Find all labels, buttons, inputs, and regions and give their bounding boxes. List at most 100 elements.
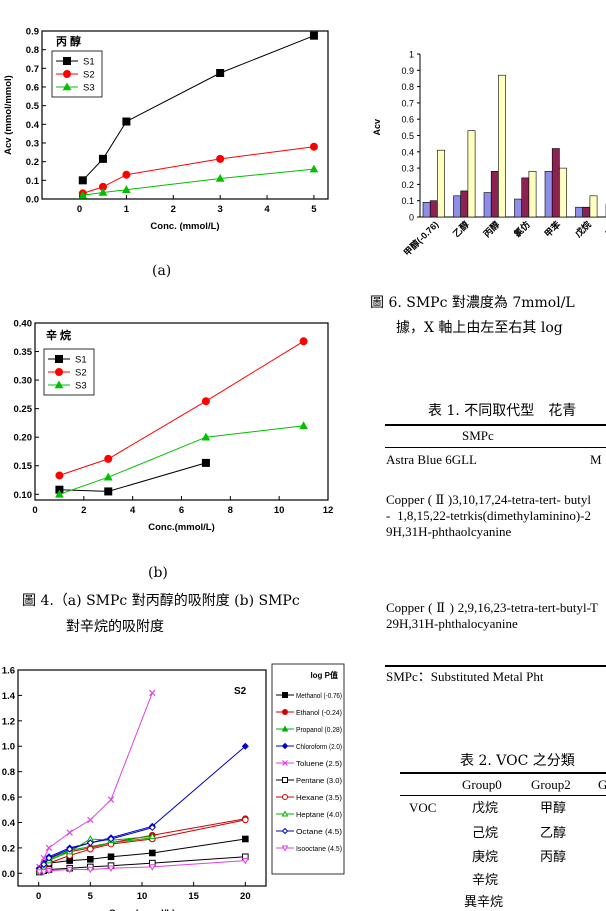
table-1-bottom-rule (385, 665, 606, 667)
table-1-top-rule (385, 424, 606, 426)
bar (551, 148, 560, 218)
data-point (86, 866, 94, 874)
legend-label: S1 (83, 57, 95, 68)
bar (422, 202, 431, 218)
y-tick-label: 0.8 (2, 767, 15, 778)
data-point (122, 117, 131, 126)
y-tick-label: 0.0 (2, 869, 15, 880)
chart-a: 0.0 0.1 0.2 0.3 0.4 0.5 0.6 0.7 0.8 0.9 0 1 2 3 4 5 Conc… (3, 27, 329, 232)
x-tick-label: 0 (36, 891, 41, 902)
data-point (55, 471, 64, 480)
x-tick-label: 3 (218, 204, 223, 215)
table-2-group2-item: 甲醇 (540, 800, 567, 815)
legend-label: Isooctane (4.5) (296, 846, 342, 853)
series-line (59, 340, 304, 476)
table-1-row-1-name: Astra Blue 6GLL (386, 452, 477, 467)
series-line (39, 827, 153, 870)
data-point (78, 176, 87, 185)
x-axis-label: Conc (mmol/L) (109, 908, 176, 911)
data-point (122, 185, 131, 193)
data-point (309, 31, 318, 40)
data-point (299, 337, 308, 346)
table-2-group2-item: 丙醇 (540, 849, 567, 864)
y-tick-label: 0.5 (401, 131, 414, 141)
table-2-header-g: G (598, 777, 606, 792)
legend-label: S3 (83, 83, 95, 94)
y-tick-label: 0.10 (14, 490, 33, 501)
table-1-row-2-name: Copper ( Ⅱ )3,10,17,24-tetra-tert- butyl… (386, 492, 591, 539)
y-tick-label: 1.6 (2, 666, 15, 677)
data-point (149, 689, 156, 697)
y-tick-label: 0.4 (26, 120, 40, 131)
figure-4-caption-line1: 圖 4.（a) SMPc 對丙醇的吸附度 (b) SMPc (22, 593, 300, 609)
y-tick-label: 0.9 (401, 66, 414, 76)
x-axis-label: Conc.(mmol/L) (148, 522, 215, 533)
bar (460, 190, 469, 218)
table-2-group0-item: 己烷 (472, 825, 499, 840)
legend-marker (281, 725, 289, 732)
legend-title: log P值 (310, 670, 338, 680)
x-tick-label: 10 (274, 505, 285, 516)
table-2-row-label: VOC (409, 800, 437, 815)
y-tick-label: 0.0 (26, 195, 39, 206)
x-tick-label: 5 (88, 891, 94, 902)
x-tick-label: 1 (124, 204, 130, 215)
table-1-footnote: SMPc：Substituted Metal Pht (386, 669, 544, 684)
plot-frame (41, 30, 329, 200)
x-tick-label: 4 (130, 505, 136, 516)
x-tick-label: 丙醇 (481, 219, 502, 240)
y-tick-label: 0.4 (401, 147, 414, 157)
x-tick-label: 2 (171, 204, 176, 215)
data-point (87, 816, 94, 824)
y-tick-label: 0.25 (14, 404, 33, 415)
y-tick-label: 0.6 (2, 793, 15, 804)
inner-title: 丙 醇 (56, 34, 81, 48)
data-point (107, 796, 115, 803)
data-point (107, 865, 115, 873)
table-2-header-rule (400, 795, 606, 796)
data-point (98, 187, 108, 196)
data-point (66, 845, 74, 853)
inner-label: S2 (234, 686, 247, 697)
data-point (216, 69, 225, 77)
legend-marker (281, 845, 289, 852)
y-tick-label: 1.2 (2, 716, 15, 727)
series-line (82, 146, 314, 194)
data-point (104, 454, 113, 463)
series-line (59, 425, 304, 495)
data-point (309, 142, 318, 151)
y-tick-label: 1.0 (2, 742, 15, 753)
y-tick-label: 0.1 (26, 176, 40, 187)
y-tick-label: 0.35 (14, 347, 33, 358)
y-tick-label: 0.2 (2, 843, 15, 854)
y-tick-label: 0.2 (401, 180, 414, 190)
y-tick-label: 0.4 (2, 818, 16, 829)
y-tick-label: 0.15 (14, 461, 33, 472)
data-point (104, 487, 113, 496)
legend-marker (54, 380, 64, 389)
series-line (82, 35, 315, 181)
legend-label: S2 (83, 70, 95, 81)
legend-marker (281, 810, 289, 817)
legend-label: Methanol (-0.76) (296, 693, 342, 700)
table-1-row-3-name: Copper ( Ⅱ ) 2,9,16,23-tetra-tert-butyl-… (386, 600, 591, 631)
x-tick-label: 10 (137, 891, 148, 902)
legend-marker (282, 692, 288, 698)
legend-marker (282, 794, 288, 800)
data-point (107, 835, 115, 843)
legend-marker (55, 355, 63, 363)
data-point (149, 849, 156, 857)
legend-marker (55, 368, 63, 376)
data-point (86, 839, 94, 847)
data-point (78, 190, 88, 199)
data-point (148, 864, 156, 871)
legend-label: Ethanol (-0.24) (296, 710, 342, 717)
chart-b: 0.10 0.15 0.20 0.25 0.30 0.35 0.40 0 2 4 6 8 10 12 Con… (14, 319, 334, 534)
x-tick-label: 8 (228, 505, 233, 516)
y-tick-label: 0.5 (26, 101, 40, 112)
legend-marker (282, 760, 288, 766)
y-tick-label: 0 (409, 213, 414, 223)
data-point (309, 164, 319, 173)
legend-label: Heptane (4.0) (296, 812, 342, 819)
bar (575, 206, 583, 218)
